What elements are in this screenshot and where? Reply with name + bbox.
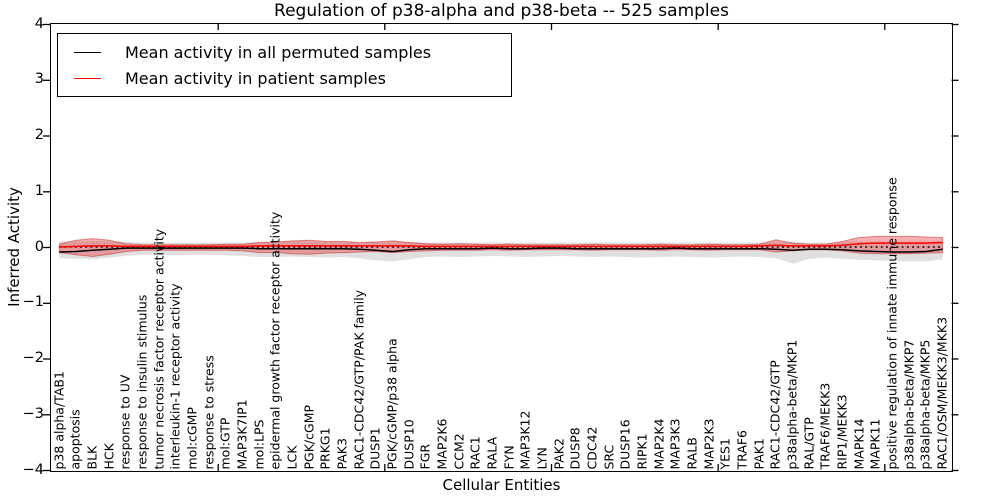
x-tick-label: response to stress xyxy=(201,354,216,469)
x-tick-label: MAP3K3 xyxy=(667,418,683,469)
x-tick-label: PGK/cGMP xyxy=(301,404,316,469)
x-tick-label: MAPK14 xyxy=(851,418,866,469)
x-tick-label: RAL/GTP xyxy=(801,416,816,469)
chart-canvas xyxy=(58,235,944,264)
x-tick-label: DUSP16 xyxy=(617,418,633,469)
x-tick-label: RAC1/OSM/MEKK3/MKK3 xyxy=(934,316,950,469)
x-tick-label: interleukin-1 receptor activity xyxy=(167,282,183,469)
x-tick-label: DUSP8 xyxy=(567,426,583,469)
x-tick-label: TRAF6 xyxy=(734,429,750,469)
x-tick-label: RAC1-CDC42/GTP/PAK family xyxy=(351,289,366,469)
x-tick-label: mol:LPS xyxy=(251,419,266,469)
x-tick-label: DUSP1 xyxy=(367,426,383,469)
x-tick-label: HCK xyxy=(101,442,116,469)
x-tick-label: p38alpha-beta/MKP7 xyxy=(901,339,916,469)
x-tick-label: LYN xyxy=(534,446,550,469)
x-tick-label: positive regulation of innate immune res… xyxy=(884,176,900,469)
x-tick-label: MAP2K4 xyxy=(651,418,666,469)
y-tick-label: −1 xyxy=(22,294,44,311)
y-tick-label: 3 xyxy=(34,71,44,88)
patient-line-swatch-icon xyxy=(74,77,101,79)
legend-label: Mean activity in patient samples xyxy=(125,68,386,88)
x-tick-label: response to UV xyxy=(117,374,133,469)
legend-entry-patient: Mean activity in patient samples xyxy=(74,69,501,88)
x-tick-label: CCM2 xyxy=(451,432,466,469)
patient-mean-line xyxy=(59,241,943,248)
x-tick-label: MAPK11 xyxy=(867,418,883,469)
x-tick-label: p38alpha-beta/MKP5 xyxy=(917,339,933,469)
permuted-line-swatch-icon xyxy=(74,51,101,53)
x-tick-label: mol:GTP xyxy=(217,417,233,469)
x-tick-label: tumor necrosis factor receptor activity xyxy=(151,228,166,469)
x-tick-label: RIPK1 xyxy=(634,432,650,469)
plot-area: p38 alpha/TAB1 apoptosis BLK HCK response to… xyxy=(50,23,953,472)
y-tick-label: 2 xyxy=(34,127,44,143)
x-tick-label: MAP3K12 xyxy=(517,410,533,469)
chart-title: Regulation of p38-alpha and p38-beta -- … xyxy=(274,1,729,21)
x-tick-label: RALB xyxy=(684,436,700,469)
y-tick-label: 4 xyxy=(34,15,44,32)
legend-label: Mean activity in all permuted samples xyxy=(125,42,432,62)
x-tick-label: MAP2K3 xyxy=(701,418,716,469)
x-tick-label: MAP2K6 xyxy=(434,418,450,469)
x-tick-label: RALA xyxy=(484,436,500,469)
x-tick-label: MAP3K7IP1 xyxy=(234,398,250,469)
x-tick-label: LCK xyxy=(284,445,300,469)
x-tick-label: FYN xyxy=(501,444,516,469)
x-tick-label: CDC42 xyxy=(584,426,600,469)
x-tick-label: response to insulin stimulus xyxy=(134,294,150,469)
y-tick-label: −4 xyxy=(22,461,44,478)
x-tick-label: RIP1/MEKK3 xyxy=(834,393,850,469)
x-tick-label: BLK xyxy=(84,445,100,469)
x-tick-label: FGR xyxy=(417,443,433,469)
x-tick-label: RAC1-CDC42/GTP xyxy=(767,359,783,469)
x-tick-label: PGK/cGMP/p38 alpha xyxy=(384,337,400,469)
x-tick-label: mol:cGMP xyxy=(184,406,200,469)
x-tick-label: RAC1 xyxy=(467,435,483,469)
x-tick-label: PAK1 xyxy=(751,437,766,469)
y-tick-label: −3 xyxy=(22,405,44,422)
y-tick-label: −2 xyxy=(22,350,44,366)
x-tick-label: PAK2 xyxy=(551,437,566,469)
legend-entry-permuted: Mean activity in all permuted samples xyxy=(74,43,501,62)
x-tick-label: epidermal growth factor receptor activit… xyxy=(267,211,283,469)
y-tick-label: 1 xyxy=(34,182,44,199)
x-tick-label: PRKG1 xyxy=(317,426,333,469)
x-tick-label: SRC xyxy=(601,444,616,469)
x-tick-label: YES1 xyxy=(717,437,733,469)
x-tick-label: DUSP10 xyxy=(401,418,416,469)
x-tick-label: p38alpha-beta/MKP1 xyxy=(784,339,800,469)
x-axis-label: Cellular Entities xyxy=(442,476,561,494)
legend: Mean activity in all permuted samples Me… xyxy=(57,33,512,97)
y-tick-label: 0 xyxy=(34,238,44,255)
permuted-mean-line xyxy=(59,247,943,253)
x-tick-label: p38 alpha/TAB1 xyxy=(51,370,66,469)
x-tick-label: TRAF6/MEKK3 xyxy=(817,382,833,469)
x-tick-label: apoptosis xyxy=(67,408,83,469)
x-tick-label: PAK3 xyxy=(334,437,350,469)
